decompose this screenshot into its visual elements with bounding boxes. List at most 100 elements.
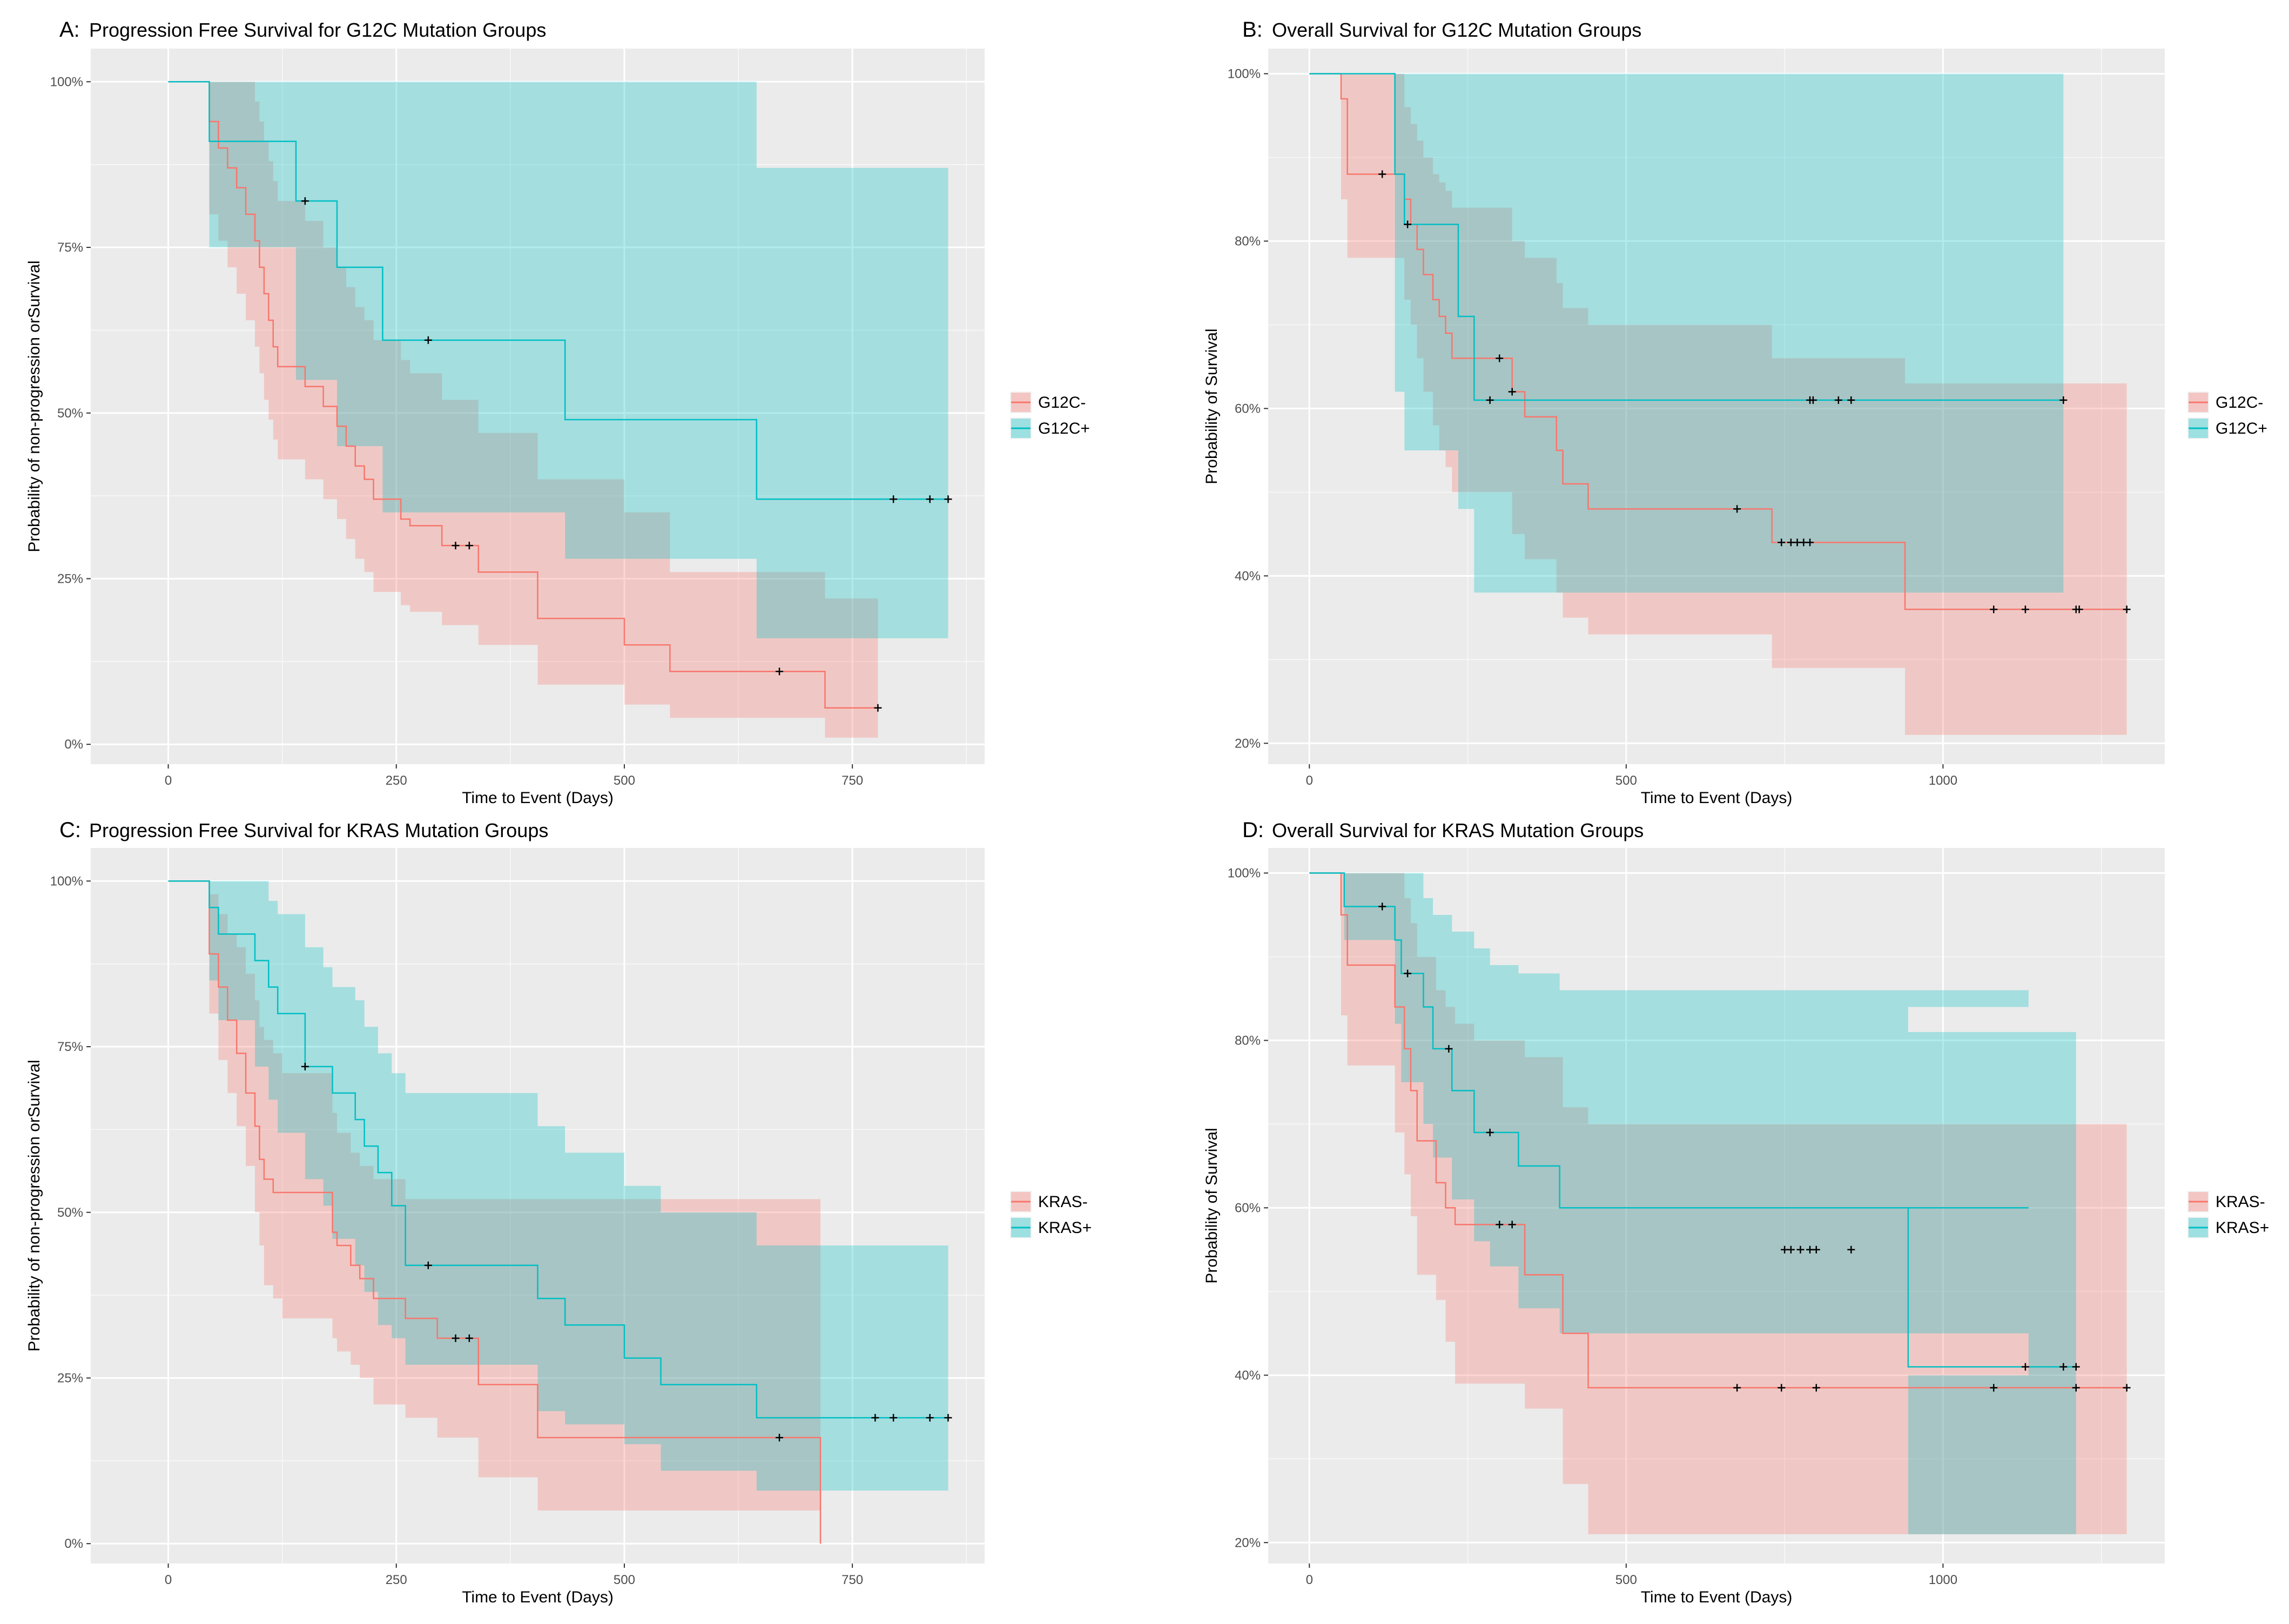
- y-tick-label: 20%: [1235, 1535, 1261, 1550]
- y-tick-label: 0%: [64, 1537, 83, 1551]
- y-tick-label: 25%: [57, 571, 83, 586]
- x-tick-label: 0: [165, 773, 172, 788]
- censor-mark: [1847, 1245, 1855, 1254]
- x-tick-label: 500: [1615, 773, 1637, 788]
- legend-label: KRAS+: [1038, 1219, 1092, 1237]
- panel-a: A: Progression Free Survival for G12C Mut…: [25, 18, 1090, 807]
- plot-background: [91, 848, 985, 1564]
- y-tick-label: 50%: [57, 1205, 83, 1220]
- x-tick-label: 250: [386, 773, 407, 788]
- censor-mark: [1733, 1384, 1741, 1392]
- censor-mark: [1809, 396, 1817, 404]
- confidence-band-g12c-: [168, 82, 878, 738]
- legend-label: G12C-: [1038, 394, 1086, 412]
- y-tick-label: 25%: [57, 1371, 83, 1385]
- legend-label: G12C+: [1038, 420, 1090, 437]
- survival-curve-kras-: [1309, 872, 2127, 1389]
- y-tick-label: 80%: [1235, 234, 1261, 248]
- x-tick-label: 500: [1615, 1573, 1637, 1587]
- censor-mark: [2059, 1363, 2068, 1371]
- censor-mark: [1781, 1245, 1789, 1254]
- panel-title: Progression Free Survival for KRAS Mutat…: [89, 819, 548, 841]
- confidence-band-kras-: [1309, 873, 2127, 1534]
- censor-mark: [2021, 1363, 2029, 1371]
- plot-background: [1268, 848, 2165, 1564]
- survival-curve-kras-: [1309, 872, 2076, 1368]
- censor-mark: [944, 495, 952, 503]
- censor-mark: [1486, 396, 1494, 404]
- survival-curve-kras-: [168, 880, 948, 1419]
- survival-curve-g12c-: [168, 81, 878, 709]
- censor-mark: [2059, 396, 2068, 404]
- censor-mark: [1733, 505, 1741, 513]
- x-axis-title: Time to Event (Days): [1641, 789, 1793, 807]
- x-tick-label: 750: [841, 773, 863, 788]
- censor-mark: [1812, 1245, 1820, 1254]
- legend-key-kras-: [1010, 1217, 1032, 1238]
- panel-c: C: Progression Free Survival for KRAS Mut…: [25, 818, 1092, 1606]
- legend-key-kras-: [1010, 1191, 1032, 1212]
- y-tick-label: 100%: [1228, 66, 1261, 81]
- censor-mark: [890, 495, 898, 503]
- panel-title: Overall Survival for G12C Mutation Group…: [1272, 19, 1641, 41]
- x-tick-label: 500: [614, 773, 635, 788]
- x-tick-label: 1000: [1929, 773, 1957, 788]
- y-tick-label: 80%: [1235, 1033, 1261, 1048]
- censor-mark: [1787, 538, 1795, 547]
- censor-mark: [2021, 605, 2029, 614]
- censor-mark: [1806, 538, 1814, 547]
- x-tick-label: 1000: [1929, 1573, 1957, 1587]
- censor-mark: [1778, 1384, 1786, 1392]
- censor-mark: [1793, 538, 1801, 547]
- legend-label: KRAS-: [2216, 1193, 2265, 1211]
- censor-mark: [776, 1433, 784, 1441]
- y-tick-label: 75%: [57, 1040, 83, 1054]
- censor-mark: [1800, 538, 1808, 547]
- censor-mark: [1847, 396, 1855, 404]
- censor-mark: [1990, 605, 1998, 614]
- panel-letter: B:: [1242, 18, 1263, 42]
- censor-mark: [1796, 1245, 1805, 1254]
- censor-mark: [1508, 1221, 1516, 1229]
- y-tick-label: 60%: [1235, 401, 1261, 416]
- censor-mark: [424, 1261, 432, 1269]
- legend-label: KRAS-: [1038, 1193, 1088, 1211]
- legend-key-g12c-: [2187, 417, 2209, 439]
- censor-mark: [776, 668, 784, 676]
- censor-mark: [1508, 388, 1516, 396]
- censor-mark: [1496, 354, 1504, 362]
- legend-key-g12c-: [1010, 417, 1032, 439]
- censor-mark: [874, 704, 882, 712]
- plot-background: [1268, 49, 2165, 764]
- censor-mark: [1787, 1245, 1795, 1254]
- plot-background: [91, 49, 985, 764]
- y-tick-label: 75%: [57, 240, 83, 255]
- panel-letter: C:: [59, 818, 81, 842]
- legend-key-kras-: [2187, 1191, 2209, 1212]
- censor-mark: [465, 542, 473, 550]
- legend-key-g12c-: [2187, 392, 2209, 413]
- y-tick-label: 100%: [50, 75, 83, 89]
- censor-mark: [1990, 1384, 1998, 1392]
- censor-mark: [1404, 969, 1412, 978]
- confidence-band-g12c-: [168, 82, 948, 638]
- censor-mark: [944, 1414, 952, 1422]
- censor-mark: [1834, 396, 1842, 404]
- x-tick-label: 0: [1306, 773, 1313, 788]
- y-tick-label: 50%: [57, 406, 83, 421]
- censor-mark: [871, 1414, 879, 1422]
- censor-mark: [2075, 605, 2083, 614]
- legend-label: G12C+: [2216, 420, 2267, 437]
- y-tick-label: 40%: [1235, 1368, 1261, 1383]
- censor-mark: [2123, 1384, 2131, 1392]
- censor-mark: [890, 1414, 898, 1422]
- censor-mark: [1812, 1384, 1820, 1392]
- censor-mark: [301, 1062, 309, 1070]
- censor-mark: [1486, 1128, 1494, 1136]
- x-axis-title: Time to Event (Days): [462, 789, 614, 807]
- confidence-band-g12c-: [1309, 73, 2127, 735]
- legend-key-g12c-: [1010, 392, 1032, 413]
- y-axis-title: Probability of non-progression orSurviva…: [25, 1060, 43, 1351]
- survival-curve-g12c-: [1309, 73, 2064, 401]
